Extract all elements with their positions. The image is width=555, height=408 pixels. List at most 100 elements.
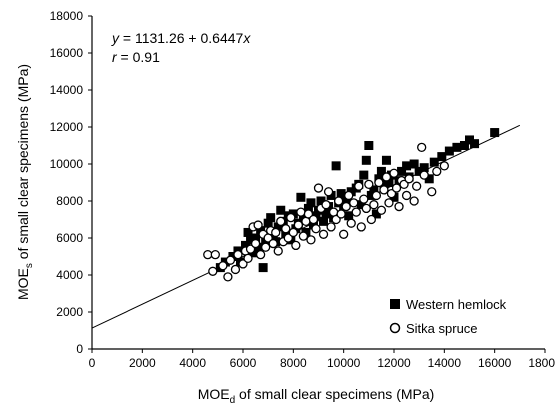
sitka-spruce-point: [351, 207, 361, 217]
sitka-spruce-point: [409, 196, 419, 206]
western-hemlock-point: [371, 209, 381, 219]
sitka-spruce-point: [399, 179, 409, 190]
y-tick-label: 10000: [50, 157, 84, 171]
sitka-spruce-point: [230, 264, 241, 275]
sitka-spruce-point: [361, 203, 371, 214]
y-axis-title-main: MOE: [15, 268, 31, 300]
western-hemlock-point: [243, 227, 253, 237]
western-hemlock-point: [452, 142, 462, 152]
y-tick-label: 14000: [50, 83, 84, 97]
sitka-spruce-point: [271, 227, 281, 238]
regression-equation: y = 1131.26 + 0.6447x: [111, 30, 251, 46]
sitka-spruce-point: [381, 172, 392, 182]
sitka-spruce-point: [364, 179, 374, 190]
y-axis-title-rest: of small clear specimens (MPa): [15, 64, 31, 263]
western-hemlock-point: [266, 213, 276, 223]
sitka-spruce-point: [255, 249, 266, 260]
x-axis-title-subscript: d: [230, 395, 236, 406]
western-hemlock-point: [376, 166, 386, 176]
sitka-spruce-point: [321, 200, 331, 210]
x-tick-label: 12000: [377, 356, 411, 370]
sitka-spruce-point: [369, 200, 379, 210]
sitka-spruce-point: [243, 253, 253, 264]
y-tick-label: 0: [76, 342, 83, 356]
data-points: [203, 128, 500, 282]
western-hemlock-point: [414, 166, 424, 176]
sitka-spruce-point: [313, 183, 324, 193]
sitka-spruce-point: [346, 218, 356, 228]
legend-label-western-hemlock: Western hemlock: [406, 297, 507, 312]
sitka-spruce-point: [349, 198, 359, 208]
sitka-spruce-point: [298, 231, 309, 241]
sitka-spruce-point: [432, 166, 442, 177]
regression-line-group: [91, 124, 521, 329]
sitka-spruce-point: [245, 244, 256, 254]
western-hemlock-point: [369, 185, 379, 195]
sitka-spruce-point: [306, 235, 316, 245]
x-tick-label: 2000: [129, 356, 156, 370]
equation-x-symbol: x: [242, 30, 251, 46]
western-hemlock-point: [241, 240, 251, 250]
r-value: = 0.91: [117, 49, 160, 65]
sitka-spruce-point: [391, 183, 402, 193]
sitka-spruce-point: [223, 272, 233, 282]
sitka-spruce-point: [250, 238, 261, 249]
western-hemlock-point: [319, 216, 329, 226]
sitka-spruce-point: [308, 214, 319, 225]
x-tick-label: 6000: [230, 356, 257, 370]
sitka-spruce-point: [286, 212, 296, 223]
western-hemlock-point: [258, 263, 268, 273]
sitka-spruce-point: [374, 177, 384, 188]
sitka-spruce-point: [268, 238, 278, 249]
sitka-spruce-point: [371, 190, 382, 201]
western-hemlock-point: [263, 218, 273, 228]
equation-y-symbol: y: [111, 30, 120, 46]
western-hemlock-point: [276, 205, 286, 215]
y-tick-label: 6000: [56, 231, 83, 245]
legend-label-sitka-spruce: Sitka spruce: [406, 321, 478, 336]
sitka-spruce-point: [291, 240, 301, 251]
sitka-spruce-point: [333, 196, 344, 206]
sitka-spruce-point: [439, 161, 449, 171]
sitka-spruce-point: [394, 201, 404, 212]
western-hemlock-point: [402, 161, 412, 171]
x-axis-title-main: MOE: [198, 386, 230, 402]
sitka-spruce-point: [218, 261, 228, 271]
western-hemlock-point: [331, 161, 341, 171]
sitka-spruce-point: [386, 188, 397, 199]
sitka-spruce-point: [318, 229, 329, 239]
x-axis-title-rest: of small clear specimens (MPa): [235, 386, 434, 402]
equation-body: = 1131.26 + 0.6447: [119, 30, 244, 46]
western-hemlock-point: [296, 192, 306, 202]
sitka-spruce-point: [253, 220, 263, 230]
sitka-spruce-point: [356, 222, 366, 232]
axes: 0 2000 4000 6000 8000 10000 12000 14000 16000 180…: [50, 9, 555, 370]
regression-line: [91, 124, 521, 329]
western-hemlock-point: [381, 155, 391, 165]
sitka-spruce-point: [419, 170, 429, 180]
sitka-spruce-point: [273, 246, 283, 256]
sitka-spruce-point: [354, 181, 364, 191]
legend-square-marker: [390, 299, 400, 309]
sitka-spruce-point: [339, 229, 349, 239]
sitka-spruce-point: [210, 249, 220, 260]
western-hemlock-point: [336, 189, 346, 199]
sitka-spruce-point: [341, 201, 351, 212]
x-tick-label: 18000: [528, 356, 555, 370]
western-hemlock-point: [273, 222, 283, 232]
y-axis-title-subscript: s: [24, 263, 35, 268]
sitka-spruce-point: [344, 190, 354, 201]
x-axis-title: MOEd of small clear specimens (MPa): [198, 386, 435, 406]
western-hemlock-point: [409, 159, 419, 169]
western-hemlock-point: [359, 170, 369, 180]
western-hemlock-point: [303, 203, 313, 213]
sitka-spruce-point: [384, 198, 394, 208]
sitka-spruce-point: [417, 142, 427, 153]
sitka-spruce-point: [389, 168, 399, 178]
sitka-spruce-point: [326, 222, 336, 232]
x-tick-label: 8000: [280, 356, 307, 370]
western-hemlock-point: [459, 141, 469, 150]
x-tick-label: 14000: [428, 356, 462, 370]
sitka-spruce-point: [366, 214, 377, 225]
sitka-spruce-point: [293, 220, 304, 230]
